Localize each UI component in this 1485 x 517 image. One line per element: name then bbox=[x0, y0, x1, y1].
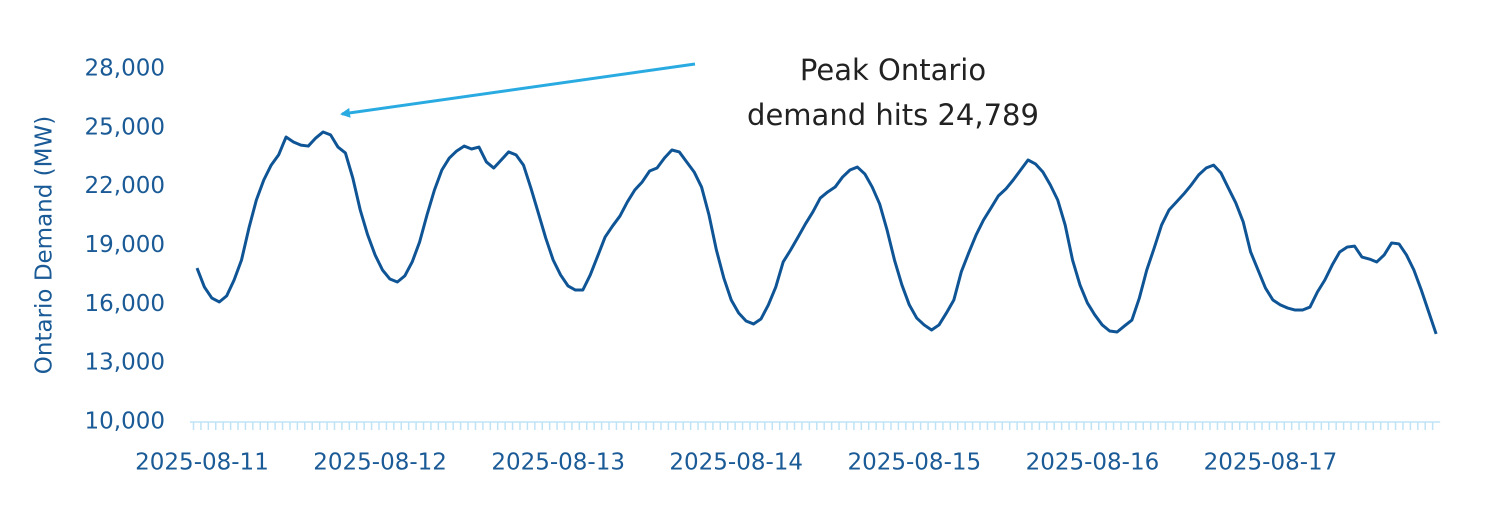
x-tick-label: 2025-08-12 bbox=[313, 450, 447, 476]
x-tick-label: 2025-08-15 bbox=[847, 450, 981, 476]
x-tick-label: 2025-08-14 bbox=[669, 450, 803, 476]
annotation-line: demand hits 24,789 bbox=[747, 98, 1039, 132]
x-tick-label: 2025-08-11 bbox=[135, 450, 269, 476]
annotation-arrow bbox=[340, 62, 696, 118]
x-tick-label: 2025-08-17 bbox=[1204, 450, 1338, 476]
data-line bbox=[195, 130, 1438, 335]
y-tick-label: 10,000 bbox=[85, 409, 165, 435]
y-tick-label: 19,000 bbox=[85, 232, 165, 258]
annotation-line: Peak Ontario bbox=[800, 53, 986, 87]
y-tick-label: 13,000 bbox=[85, 350, 165, 376]
y-tick-label: 25,000 bbox=[85, 114, 165, 140]
y-tick-label: 16,000 bbox=[85, 291, 165, 317]
x-tick-label: 2025-08-13 bbox=[491, 450, 625, 476]
y-axis-label: Ontario Demand (MW) bbox=[32, 116, 58, 374]
y-tick-label: 22,000 bbox=[85, 173, 165, 199]
y-tick-label: 28,000 bbox=[85, 56, 165, 82]
x-tick-label: 2025-08-16 bbox=[1026, 450, 1160, 476]
